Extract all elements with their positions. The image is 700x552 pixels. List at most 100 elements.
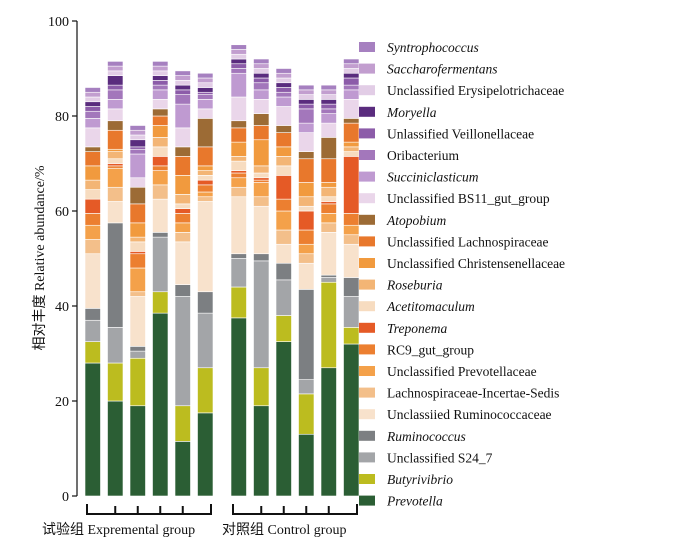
bar-segment — [174, 127, 191, 148]
bar-segment — [343, 58, 360, 65]
bar-segment — [129, 357, 146, 407]
bar-segment — [253, 125, 270, 141]
bar-segment — [275, 96, 292, 107]
bars-layer — [84, 44, 360, 497]
bar-segment — [298, 229, 315, 245]
bar-segment — [107, 84, 124, 91]
bar-segment — [320, 201, 337, 205]
legend-label: Saccharofermentans — [387, 62, 497, 77]
bar-segment — [84, 341, 101, 364]
bar-segment — [298, 158, 315, 183]
bar-segment — [197, 99, 214, 110]
bar-segment — [253, 172, 270, 179]
legend-swatch — [359, 387, 375, 398]
legend-swatch — [359, 279, 375, 290]
bar-segment — [152, 236, 169, 293]
bar-segment — [298, 132, 315, 152]
bar-stack — [298, 84, 315, 497]
bar-segment — [230, 127, 247, 143]
y-axis-title: 相对丰度 Relative abundance/% — [32, 165, 48, 350]
bar-segment — [107, 163, 124, 167]
legend-swatch — [359, 344, 375, 355]
bar-segment — [320, 89, 337, 95]
bar-segment — [230, 120, 247, 129]
bar-segment — [152, 156, 169, 167]
bar-segment — [343, 146, 360, 152]
legend-label: Treponema — [387, 321, 447, 336]
legend-item: Butyrivibrio — [359, 472, 453, 487]
bar-segment — [230, 170, 247, 174]
bar-segment — [320, 277, 337, 283]
legend-item: Acetitomaculum — [359, 299, 475, 314]
bar-segment — [230, 49, 247, 55]
bar-segment — [298, 262, 315, 290]
legend-swatch — [359, 150, 375, 160]
bar-segment — [174, 89, 191, 95]
bar-segment — [84, 151, 101, 167]
bar-segment — [230, 317, 247, 497]
bar-segment — [343, 243, 360, 278]
legend-item: RC9_gut_group — [359, 342, 474, 357]
bar-segment — [174, 232, 191, 243]
bar-segment — [129, 253, 146, 269]
bar-segment — [174, 405, 191, 442]
legend-item: Moryella — [359, 105, 437, 120]
bar-segment — [197, 191, 214, 198]
bar-segment — [275, 229, 292, 245]
bar-segment — [174, 70, 191, 76]
bar-segment — [230, 53, 247, 60]
axes-layer: 0 20 40 60 80 100 试验组 Expremental group 对照组 Con… — [42, 15, 358, 538]
bar-segment — [253, 165, 270, 174]
bar-segment — [320, 122, 337, 138]
y-tick-label: 100 — [48, 15, 69, 30]
bar-segment — [84, 179, 101, 190]
bar-segment — [230, 258, 247, 288]
bar-segment — [197, 312, 214, 369]
bar-segment — [84, 239, 101, 255]
bar-segment — [197, 77, 214, 84]
bar-segment — [152, 184, 169, 200]
bar-segment — [230, 44, 247, 50]
group-label: 对照组 Control group — [222, 522, 346, 538]
bar-segment — [84, 96, 101, 103]
bar-segment — [152, 61, 169, 67]
bar-segment — [253, 196, 270, 207]
bar-segment — [84, 110, 101, 119]
bar-stack — [320, 84, 337, 497]
bar-segment — [129, 125, 146, 131]
bar-segment — [275, 165, 292, 176]
bar-segment — [84, 198, 101, 214]
legend-swatch — [359, 85, 375, 96]
bar-segment — [275, 315, 292, 342]
bar-segment — [197, 170, 214, 176]
bar-segment — [197, 201, 214, 293]
bar-segment — [230, 68, 247, 74]
group-bracket — [86, 504, 212, 515]
bar-segment — [152, 125, 169, 138]
bar-segment — [275, 106, 292, 126]
legend-item: Prevotella — [359, 494, 443, 509]
bar-segment — [320, 367, 337, 497]
legend-swatch — [359, 366, 375, 376]
bar-segment — [298, 99, 315, 105]
bar-segment — [84, 319, 101, 342]
bar-segment — [152, 312, 169, 497]
bar-segment — [343, 63, 360, 69]
bar-segment — [129, 129, 146, 136]
bar-segment — [320, 113, 337, 124]
bar-segment — [107, 99, 124, 110]
bar-segment — [107, 89, 124, 100]
bar-segment — [197, 367, 214, 414]
bar-segment — [320, 281, 337, 369]
legend-label: Unclassified S24_7 — [387, 450, 493, 465]
bar-segment — [197, 146, 214, 167]
bar-segment — [84, 101, 101, 107]
bar-segment — [129, 251, 146, 255]
bar-segment — [230, 186, 247, 198]
bar-segment — [174, 222, 191, 233]
bar-segment — [320, 274, 337, 278]
bar-segment — [320, 186, 337, 198]
bar-segment — [298, 84, 315, 91]
bar-segment — [275, 77, 292, 84]
